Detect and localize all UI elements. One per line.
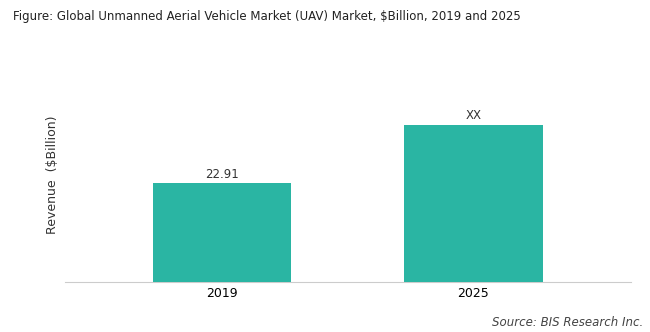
Bar [404,124,543,282]
Bar [153,183,291,282]
Text: XX: XX [465,109,482,122]
Y-axis label: Revenue  ($Billion): Revenue ($Billion) [46,115,59,233]
Text: 22.91: 22.91 [205,168,239,181]
Text: Figure: Global Unmanned Aerial Vehicle Market (UAV) Market, $Billion, 2019 and 2: Figure: Global Unmanned Aerial Vehicle M… [13,10,521,23]
Text: Source: BIS Research Inc.: Source: BIS Research Inc. [492,316,644,329]
